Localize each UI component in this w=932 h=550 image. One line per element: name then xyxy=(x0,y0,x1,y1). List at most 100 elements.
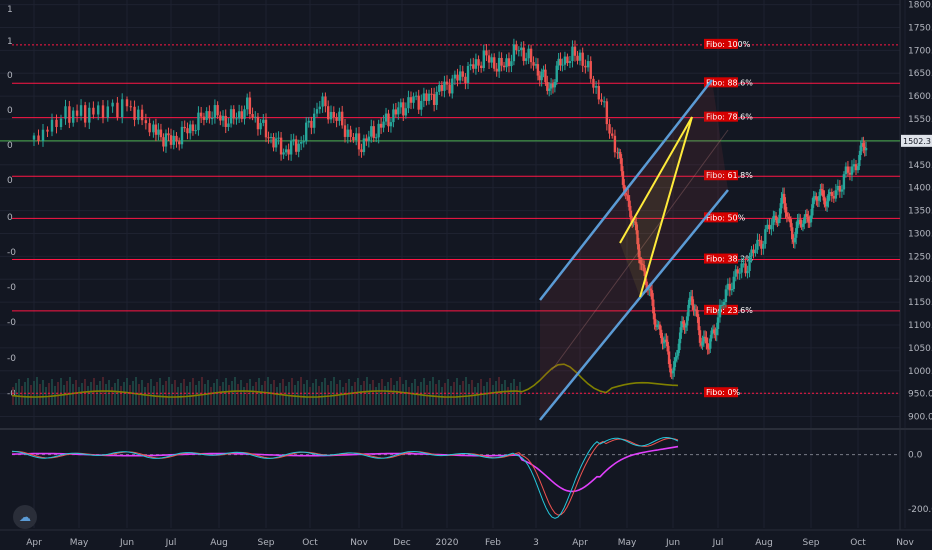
candle xyxy=(505,54,508,72)
channel-upper-line xyxy=(539,79,713,301)
volume-bar xyxy=(270,384,272,405)
candle-body xyxy=(832,196,836,199)
candle-body xyxy=(764,229,767,244)
candle-body xyxy=(490,57,493,63)
candle-body xyxy=(264,119,268,138)
candle xyxy=(420,94,423,116)
candle-body xyxy=(269,137,273,139)
candle xyxy=(125,96,129,112)
candle-body xyxy=(768,224,771,230)
candle-body xyxy=(824,204,827,207)
candle xyxy=(732,271,735,292)
candle xyxy=(795,221,798,245)
volume-bar xyxy=(480,379,482,405)
candle-body xyxy=(216,105,219,116)
candle-body xyxy=(586,61,590,68)
candle-body xyxy=(667,351,671,365)
candle xyxy=(635,217,638,235)
candle-body xyxy=(534,64,538,66)
candle xyxy=(682,316,685,330)
candle xyxy=(685,312,689,332)
candle-body xyxy=(807,216,810,222)
candle xyxy=(221,110,225,127)
candle-body xyxy=(555,65,558,83)
candle-body xyxy=(689,296,693,298)
candle xyxy=(777,214,780,226)
y-tick-label: 1050.0 xyxy=(908,344,932,354)
volume-bar xyxy=(51,379,53,405)
candle-body xyxy=(840,189,844,192)
candle xyxy=(302,134,305,148)
candle-body xyxy=(172,135,175,145)
candle-body xyxy=(346,129,349,137)
candle-body xyxy=(377,123,380,138)
candle-body xyxy=(856,166,860,171)
candle xyxy=(246,93,249,116)
candle xyxy=(813,191,817,202)
candle xyxy=(694,304,698,317)
volume-bar xyxy=(339,380,341,405)
candle-body xyxy=(675,355,679,358)
candle-body xyxy=(469,64,472,67)
candle xyxy=(292,133,295,146)
candle xyxy=(529,44,533,69)
candle-body xyxy=(254,116,257,118)
candle xyxy=(216,101,219,119)
candle xyxy=(294,135,298,155)
candle xyxy=(235,112,238,125)
volume-bar xyxy=(273,380,275,405)
candle xyxy=(823,190,826,208)
y-tick-label: 1200.0 xyxy=(908,275,932,285)
candle-body xyxy=(621,171,625,185)
candle-body xyxy=(64,106,67,119)
candle xyxy=(180,121,184,149)
candle-body xyxy=(495,68,498,72)
candle-body xyxy=(633,221,637,223)
candle xyxy=(32,132,36,147)
candle-body xyxy=(313,113,316,128)
candle-body xyxy=(144,120,148,124)
candle-body xyxy=(665,339,668,342)
candle xyxy=(592,75,595,94)
candle xyxy=(451,74,454,99)
candle xyxy=(375,133,378,143)
tradingview-logo[interactable]: ☁ xyxy=(13,505,37,529)
candle xyxy=(360,143,363,158)
candle xyxy=(854,160,858,176)
candle-body xyxy=(352,136,355,141)
candle xyxy=(586,54,590,72)
candle-body xyxy=(638,257,642,264)
candle xyxy=(540,68,543,87)
volume-bar xyxy=(78,387,80,405)
candle-body xyxy=(549,83,553,89)
volume-bar xyxy=(306,380,308,405)
candle-body xyxy=(700,342,703,346)
candle-body xyxy=(801,223,805,227)
candle xyxy=(435,86,438,110)
left-scale-label: 1 xyxy=(7,37,13,47)
candle xyxy=(152,120,155,138)
candle-body xyxy=(507,58,511,67)
left-scale-label: -0 xyxy=(7,248,16,258)
candle-body xyxy=(678,338,681,351)
candle xyxy=(778,203,782,224)
candle xyxy=(589,56,592,83)
candle-body xyxy=(402,102,405,116)
volume-bar xyxy=(237,384,239,405)
volume-bar xyxy=(468,384,470,405)
candle xyxy=(844,162,848,178)
volume-bar xyxy=(246,383,248,405)
candle-body xyxy=(597,86,600,100)
candle-body xyxy=(788,217,791,220)
candle-body xyxy=(443,81,446,91)
candle-body xyxy=(573,46,577,56)
candle xyxy=(784,197,787,219)
candle-body xyxy=(164,133,168,147)
candle-body xyxy=(461,71,464,77)
candle xyxy=(497,51,501,78)
candle xyxy=(64,99,67,125)
candle xyxy=(850,160,854,182)
candle xyxy=(689,290,693,302)
